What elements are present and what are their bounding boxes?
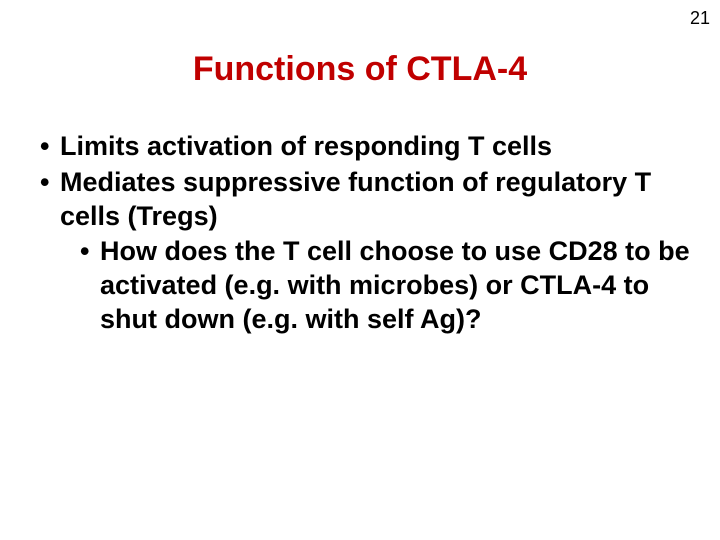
bullet-text: How does the T cell choose to use CD28 t… xyxy=(100,236,690,334)
bullet-text: Mediates suppressive function of regulat… xyxy=(60,167,651,231)
bullet-item: •How does the T cell choose to use CD28 … xyxy=(100,235,690,336)
bullet-icon: • xyxy=(80,235,100,269)
bullet-text: Limits activation of responding T cells xyxy=(60,131,552,161)
slide-body: •Limits activation of responding T cells… xyxy=(40,130,690,337)
bullet-icon: • xyxy=(40,130,60,164)
bullet-item: •Limits activation of responding T cells xyxy=(60,130,690,164)
bullet-icon: • xyxy=(40,166,60,200)
bullet-item: •Mediates suppressive function of regula… xyxy=(60,166,690,234)
page-number: 21 xyxy=(690,8,710,29)
slide-title: Functions of CTLA-4 xyxy=(0,50,720,89)
